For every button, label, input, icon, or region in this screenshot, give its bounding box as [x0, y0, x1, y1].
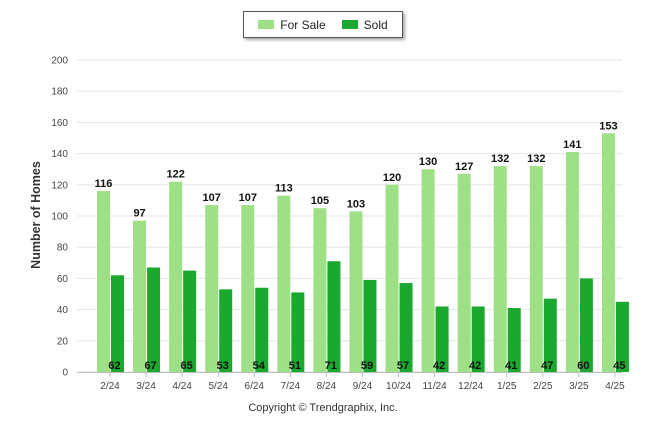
y-tick-label: 40	[57, 305, 69, 316]
x-tick-label: 3/25	[569, 381, 589, 392]
y-tick-label: 80	[57, 243, 69, 254]
y-tick-label: 200	[51, 56, 68, 67]
x-tick-label: 8/24	[317, 381, 337, 392]
data-label-for-sale: 132	[527, 153, 545, 165]
bar-sold	[435, 306, 449, 372]
bar-sold	[399, 283, 413, 372]
bar-sold	[327, 261, 341, 372]
x-tick-label: 10/24	[386, 381, 411, 392]
x-tick-label: 1/25	[497, 381, 517, 392]
bar-sold	[615, 301, 629, 372]
bar-sold	[255, 287, 269, 372]
data-label-for-sale: 107	[203, 192, 221, 204]
bar-for-sale	[133, 220, 147, 372]
data-label-sold: 60	[577, 360, 589, 372]
bar-for-sale	[277, 195, 291, 372]
data-label-for-sale: 113	[275, 183, 293, 195]
bar-for-sale	[241, 205, 255, 372]
legend-item-for-sale[interactable]: For Sale	[258, 17, 326, 32]
data-label-for-sale: 107	[239, 192, 257, 204]
data-label-sold: 42	[433, 360, 445, 372]
bar-sold	[363, 279, 377, 372]
data-label-sold: 62	[108, 360, 120, 372]
data-label-for-sale: 120	[383, 172, 401, 184]
x-tick-label: 2/25	[533, 381, 553, 392]
legend-label-for-sale: For Sale	[280, 17, 326, 32]
y-tick-label: 60	[57, 274, 69, 285]
x-tick-label: 2/24	[100, 381, 120, 392]
bar-sold	[183, 270, 197, 372]
bar-for-sale	[97, 191, 110, 372]
data-label-for-sale: 122	[166, 169, 184, 181]
data-label-sold: 45	[613, 360, 625, 372]
data-label-for-sale: 127	[455, 161, 473, 173]
bar-for-sale	[529, 166, 543, 372]
x-tick-label: 11/24	[422, 381, 447, 392]
x-tick-label: 7/24	[281, 381, 301, 392]
copyright-credit: Copyright © Trendgraphix, Inc.	[248, 402, 398, 414]
data-label-for-sale: 105	[311, 195, 329, 207]
bar-for-sale	[457, 173, 471, 372]
data-label-for-sale: 97	[133, 208, 145, 220]
bar-sold	[219, 289, 233, 372]
bar-sold	[507, 308, 521, 372]
chart-legend: For Sale Sold	[243, 11, 403, 38]
data-label-sold: 47	[541, 360, 553, 372]
x-tick-label: 9/24	[353, 381, 373, 392]
y-tick-label: 20	[57, 336, 69, 347]
x-tick-label: 12/24	[458, 381, 483, 392]
data-label-sold: 59	[361, 360, 373, 372]
x-tick-label: 6/24	[245, 381, 265, 392]
y-tick-label: 0	[62, 368, 68, 379]
bar-for-sale	[169, 181, 183, 372]
y-tick-label: 140	[51, 149, 68, 160]
legend-swatch-for-sale	[258, 20, 275, 29]
data-label-sold: 41	[505, 360, 517, 372]
data-label-sold: 57	[397, 360, 409, 372]
data-label-for-sale: 130	[419, 156, 437, 168]
bar-sold	[543, 298, 557, 372]
bar-for-sale	[565, 152, 579, 372]
bar-sold	[111, 275, 124, 372]
bar-sold	[579, 278, 593, 372]
data-label-for-sale: 103	[347, 198, 365, 210]
data-label-sold: 67	[144, 360, 156, 372]
data-label-for-sale: 141	[563, 139, 581, 151]
data-label-sold: 65	[181, 360, 193, 372]
bar-for-sale	[421, 169, 435, 372]
x-tick-label: 4/24	[172, 381, 192, 392]
x-tick-label: 3/24	[136, 381, 156, 392]
data-label-sold: 53	[217, 360, 229, 372]
x-tick-label: 4/25	[605, 381, 625, 392]
legend-label-sold: Sold	[363, 17, 388, 32]
bar-sold	[471, 306, 485, 372]
y-tick-label: 180	[51, 87, 68, 98]
bar-sold	[291, 292, 305, 372]
y-tick-label: 160	[51, 118, 68, 129]
data-label-sold: 54	[253, 360, 266, 372]
y-tick-label: 120	[51, 180, 68, 191]
legend-swatch-sold	[341, 20, 358, 29]
data-label-for-sale: 132	[491, 153, 509, 165]
data-label-for-sale: 153	[599, 120, 617, 132]
bar-for-sale	[349, 211, 363, 372]
data-label-sold: 42	[469, 360, 481, 372]
bar-for-sale	[601, 133, 615, 372]
bar-sold	[147, 267, 161, 372]
bar-for-sale	[205, 205, 219, 372]
data-label-sold: 51	[289, 360, 301, 372]
data-label-for-sale: 116	[95, 178, 113, 190]
bar-for-sale	[313, 208, 327, 372]
legend-item-sold[interactable]: Sold	[341, 17, 388, 32]
bar-for-sale	[385, 184, 399, 372]
y-tick-label: 100	[51, 212, 68, 223]
x-tick-label: 5/24	[208, 381, 228, 392]
bar-for-sale	[493, 166, 507, 372]
data-label-sold: 71	[325, 360, 337, 372]
